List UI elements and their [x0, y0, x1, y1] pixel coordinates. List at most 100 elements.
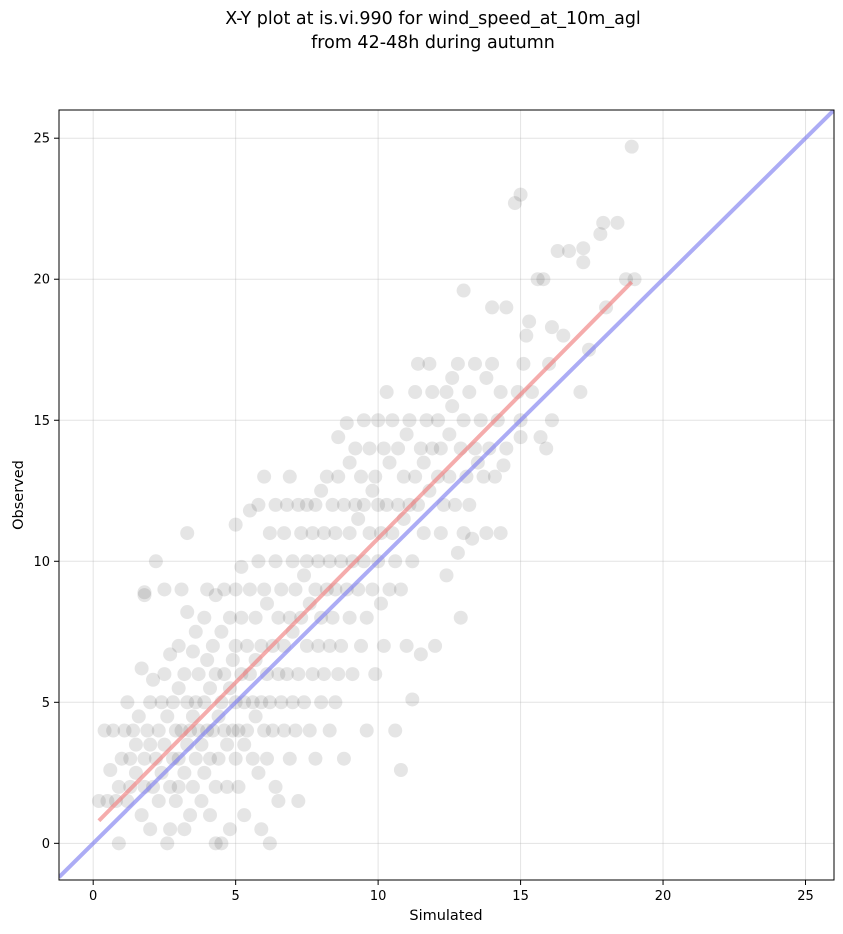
scatter-point: [214, 624, 229, 639]
scatter-point: [123, 751, 138, 766]
scatter-point: [297, 695, 312, 710]
scatter-point: [114, 751, 129, 766]
scatter-point: [265, 723, 280, 738]
scatter-point: [376, 638, 391, 653]
scatter-point: [393, 582, 408, 597]
scatter-point: [288, 723, 303, 738]
scatter-point: [268, 779, 283, 794]
scatter-point: [294, 526, 309, 541]
scatter-point: [203, 681, 218, 696]
scatter-point: [533, 430, 548, 445]
scatter-point: [262, 526, 277, 541]
scatter-point: [405, 554, 420, 569]
scatter-point: [282, 469, 297, 484]
scatter-point: [422, 483, 437, 498]
scatter-point: [550, 244, 565, 259]
scatter-point: [163, 647, 178, 662]
scatter-point: [151, 794, 166, 809]
scatter-point: [379, 497, 394, 512]
scatter-point: [342, 455, 357, 470]
scatter-point: [325, 497, 340, 512]
scatter-point: [128, 737, 143, 752]
scatter-point: [220, 779, 235, 794]
scatter-point: [279, 497, 294, 512]
scatter-point: [408, 385, 423, 400]
scatter-point: [371, 413, 386, 428]
scatter-point: [556, 328, 571, 343]
scatter-point: [245, 695, 260, 710]
scatter-point: [171, 638, 186, 653]
scatter-point: [413, 441, 428, 456]
scatter-point: [311, 554, 326, 569]
scatter-point: [348, 497, 363, 512]
scatter-point: [257, 469, 272, 484]
scatter-point: [453, 610, 468, 625]
scatter-point: [171, 681, 186, 696]
scatter-point: [379, 385, 394, 400]
scatter-point: [485, 300, 500, 315]
x-tick-label: 10: [370, 889, 387, 904]
scatter-point: [325, 610, 340, 625]
scatter-point: [433, 441, 448, 456]
scatter-point: [342, 526, 357, 541]
scatter-point: [222, 610, 237, 625]
scatter-point: [262, 836, 277, 851]
scatter-point: [288, 582, 303, 597]
scatter-point: [354, 469, 369, 484]
scatter-point: [465, 531, 480, 546]
scatter-point: [362, 441, 377, 456]
scatter-point: [208, 836, 223, 851]
x-axis-label: Simulated: [409, 908, 482, 924]
scatter-point: [205, 638, 220, 653]
scatter-point: [160, 709, 175, 724]
scatter-point: [311, 638, 326, 653]
scatter-point: [254, 822, 269, 837]
scatter-point: [348, 441, 363, 456]
scatter-point: [536, 272, 551, 287]
scatter-point: [231, 779, 246, 794]
scatter-point: [271, 794, 286, 809]
plot-frame: [58, 109, 835, 881]
scatter-point: [467, 356, 482, 371]
scatter-point: [100, 794, 115, 809]
scatter-point: [137, 588, 152, 603]
scatter-point: [391, 441, 406, 456]
scatter-point: [217, 667, 232, 682]
scatter-point: [237, 737, 252, 752]
scatter-point: [240, 638, 255, 653]
scatter-point: [573, 385, 588, 400]
scatter-point: [217, 723, 232, 738]
scatter-point: [251, 765, 266, 780]
scatter-point: [277, 723, 292, 738]
scatter-point: [177, 822, 192, 837]
scatter-point: [316, 667, 331, 682]
scatter-point: [157, 737, 172, 752]
scatter-point: [516, 356, 531, 371]
scatter-point: [242, 503, 257, 518]
scatter-point: [180, 526, 195, 541]
scatter-point: [576, 255, 591, 270]
scatter-point: [322, 723, 337, 738]
scatter-point: [245, 751, 260, 766]
fit-lines: [59, 110, 834, 879]
scatter-point: [399, 638, 414, 653]
scatter-point: [314, 483, 329, 498]
scatter-point: [345, 667, 360, 682]
y-tick-label: 25: [33, 132, 50, 147]
scatter-point: [456, 526, 471, 541]
scatter-point: [539, 441, 554, 456]
scatter-point: [203, 808, 218, 823]
scatter-point: [388, 723, 403, 738]
scatter-point: [146, 672, 161, 687]
scatter-point: [473, 413, 488, 428]
scatter-point: [319, 469, 334, 484]
scatter-point: [308, 751, 323, 766]
scatter-point: [234, 559, 249, 574]
scatter-point: [222, 822, 237, 837]
regression-line: [97, 280, 634, 823]
scatter-point: [151, 723, 166, 738]
scatter-point: [399, 427, 414, 442]
scatter-point: [373, 596, 388, 611]
scatter-point: [180, 605, 195, 620]
scatter-point: [254, 695, 269, 710]
